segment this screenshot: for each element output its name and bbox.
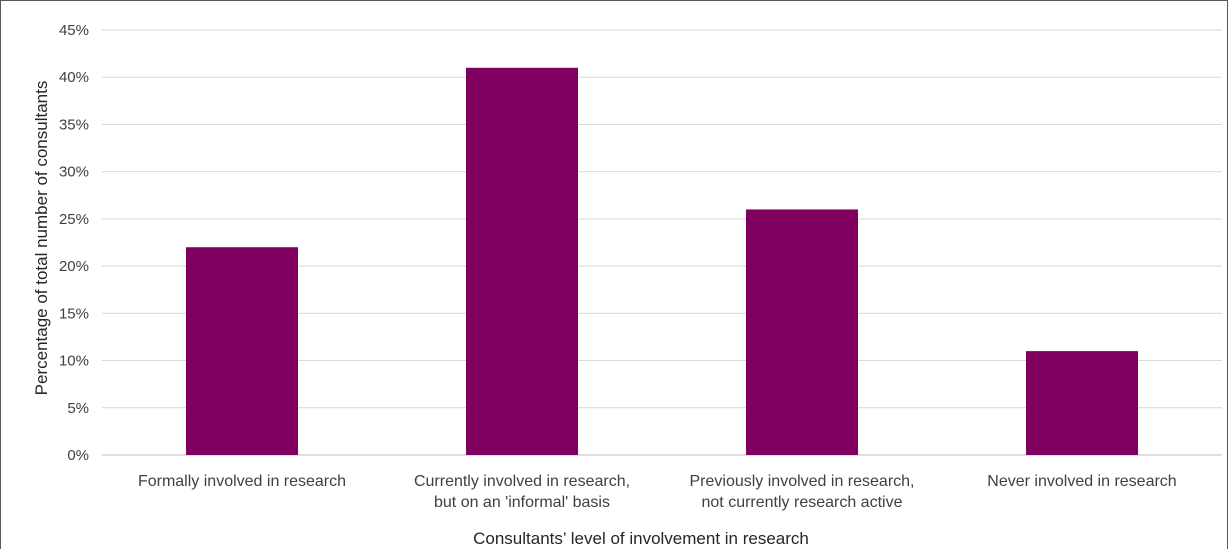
x-axis-title: Consultants’ level of involvement in res… — [473, 529, 809, 548]
bar — [746, 209, 858, 455]
y-axis-ticks: 0% 5% 10% 15% 20% 25% 30% 35% 40% 45% — [59, 22, 89, 464]
y-axis-title: Percentage of total number of consultant… — [32, 81, 51, 396]
bars — [186, 67, 1138, 456]
y-tick-label: 25% — [59, 211, 89, 228]
x-category-label: Currently involved in research, but on an… — [414, 473, 630, 511]
x-category-label: Never involved in research — [987, 473, 1176, 490]
bar — [186, 247, 298, 455]
x-category-label: Previously involved in research, not curr… — [690, 473, 915, 511]
y-tick-label: 20% — [59, 258, 89, 275]
y-tick-label: 0% — [67, 447, 89, 464]
bar — [466, 67, 578, 456]
bar — [1026, 351, 1138, 455]
y-tick-label: 10% — [59, 353, 89, 370]
y-tick-label: 5% — [67, 400, 89, 417]
x-axis-categories: Formally involved in research Currently i… — [138, 473, 1177, 511]
y-tick-label: 40% — [59, 69, 89, 86]
x-category-label: Formally involved in research — [138, 473, 346, 490]
y-tick-label: 45% — [59, 22, 89, 39]
y-tick-label: 35% — [59, 116, 89, 133]
y-tick-label: 15% — [59, 305, 89, 322]
y-tick-label: 30% — [59, 164, 89, 181]
